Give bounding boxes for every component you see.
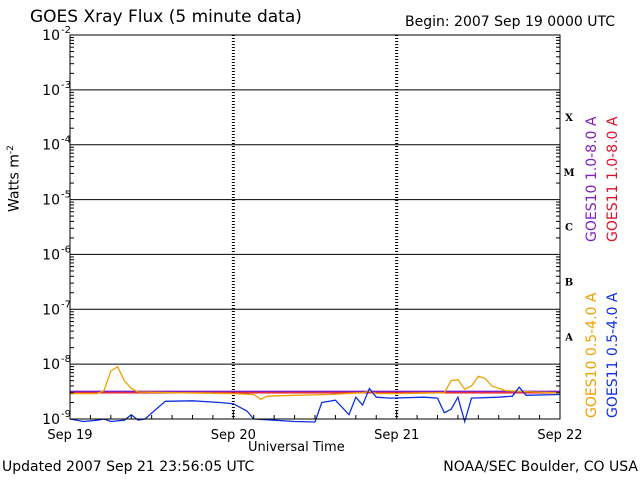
x-tick-label: Sep 22	[537, 428, 582, 443]
chart-title: GOES Xray Flux (5 minute data)	[30, 7, 302, 27]
y-tick-label: 10	[42, 83, 60, 99]
x-axis-label: Universal Time	[248, 440, 345, 455]
flare-class-x: X	[565, 113, 573, 124]
flare-class-a: A	[564, 332, 573, 343]
y-tick-exponent: -7	[61, 299, 71, 310]
flare-class-labels: X M C B A	[563, 113, 574, 343]
y-tick-exponent: -4	[61, 135, 71, 146]
series-line-2	[70, 365, 561, 400]
legend-goes11-short: GOES11 0.5-4.0 A	[605, 292, 621, 418]
plot-border	[69, 34, 561, 420]
y-tick-labels: 10-210-310-410-510-610-710-810-9	[42, 25, 71, 428]
y-tick-label: 10	[42, 138, 60, 154]
y-tick-label: 10	[42, 412, 60, 428]
y-tick-exponent: -8	[61, 354, 71, 365]
x-tick-label: Sep 21	[374, 428, 419, 443]
flare-class-c: C	[565, 223, 573, 234]
x-tick-labels: Sep 19 Sep 20 Sep 21 Sep 22	[47, 428, 582, 443]
y-tick-label: 10	[42, 357, 60, 373]
legend-goes10-long: GOES10 1.0-8.0 A	[584, 116, 600, 242]
credit-text: NOAA/SEC Boulder, CO USA	[443, 459, 638, 475]
y-tick-label: 10	[42, 193, 60, 209]
plot-frame	[69, 34, 561, 420]
y-tick-exponent: -5	[61, 190, 71, 201]
updated-timestamp: Updated 2007 Sep 21 23:56:05 UTC	[2, 459, 255, 475]
chart-grid	[70, 34, 560, 420]
y-tick-label: 10	[42, 302, 60, 318]
y-tick-exponent: -6	[61, 244, 71, 255]
series-line-3	[69, 386, 561, 424]
begin-time: Begin: 2007 Sep 19 0000 UTC	[405, 14, 616, 30]
flare-class-b: B	[565, 278, 573, 289]
y-tick-exponent: -9	[61, 409, 71, 420]
y-tick-exponent: -3	[61, 80, 71, 91]
legend-goes11-long: GOES11 1.0-8.0 A	[605, 116, 621, 242]
x-tick-label: Sep 20	[211, 428, 256, 443]
x-tick-label: Sep 19	[47, 428, 92, 443]
y-tick-exponent: -2	[61, 25, 71, 36]
legend-goes10-short: GOES10 0.5-4.0 A	[584, 292, 600, 418]
chart-series	[69, 365, 561, 424]
flare-class-m: M	[563, 168, 574, 179]
y-tick-label: 10	[42, 247, 60, 263]
y-tick-label: 10	[42, 28, 60, 44]
